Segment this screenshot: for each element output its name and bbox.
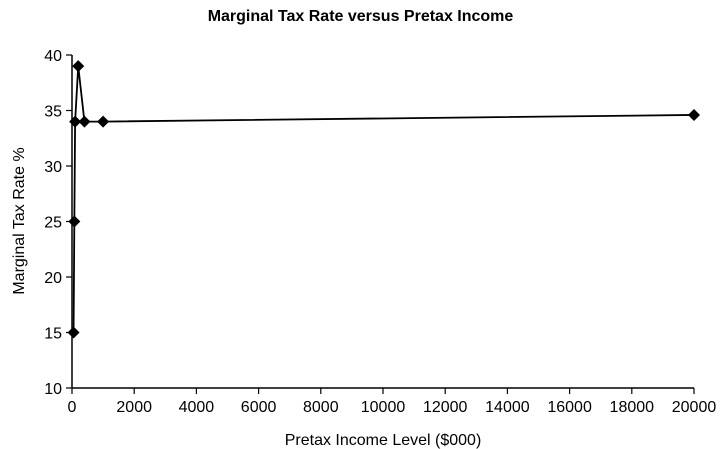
data-point-marker: [69, 115, 82, 128]
series: [67, 60, 700, 339]
x-tick-label: 16000: [547, 399, 592, 416]
data-point-marker: [67, 326, 80, 339]
chart-title: Marginal Tax Rate versus Pretax Income: [207, 8, 514, 25]
x-tick-label: 6000: [241, 399, 277, 416]
x-tick-label: 10000: [361, 399, 406, 416]
axes: [71, 55, 694, 389]
x-tick-label: 4000: [179, 399, 215, 416]
y-tick-label: 35: [44, 104, 62, 121]
y-axis-label: Marginal Tax Rate %: [11, 147, 28, 294]
data-point-marker: [72, 60, 85, 73]
y-tick-label: 20: [44, 270, 62, 287]
series-line: [72, 65, 695, 333]
y-tick-label: 15: [44, 326, 62, 343]
data-point-marker: [78, 115, 91, 128]
x-tick-label: 8000: [303, 399, 339, 416]
y-tick-label: 30: [44, 159, 62, 176]
x-tick-label: 12000: [423, 399, 468, 416]
data-point-marker: [97, 115, 110, 128]
data-point-marker: [68, 215, 81, 228]
x-tick-label: 2000: [116, 399, 152, 416]
x-tick-label: 18000: [610, 399, 655, 416]
x-tick-label: 0: [68, 399, 77, 416]
y-tick-label: 40: [44, 48, 62, 65]
y-tick-label: 10: [44, 381, 62, 398]
ticks: 10 15 20 25 30 35 40 0 2000 4000 6000 8000 10000 1200…: [44, 48, 716, 416]
y-tick-label: 25: [44, 215, 62, 232]
x-tick-label: 14000: [485, 399, 530, 416]
data-point-marker: [688, 108, 700, 121]
x-axis-label: Pretax Income Level ($000): [285, 432, 482, 449]
x-tick-label: 20000: [672, 399, 717, 416]
